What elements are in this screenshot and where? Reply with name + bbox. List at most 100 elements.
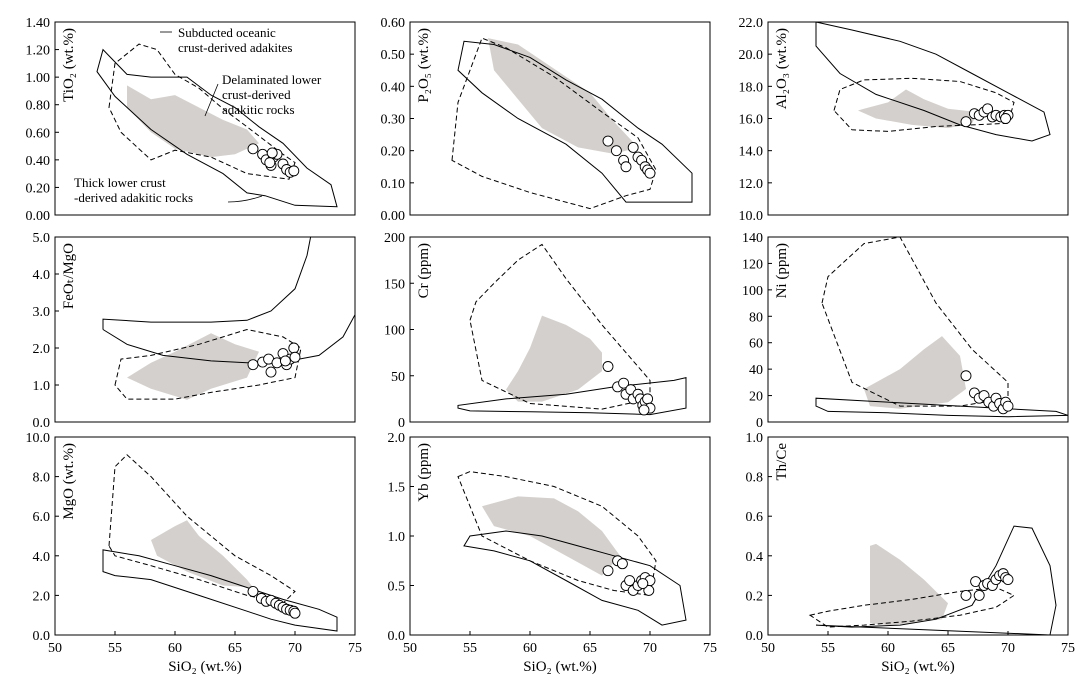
solid-field xyxy=(815,22,1051,142)
data-point xyxy=(1000,113,1012,124)
y-tick-label: 14.0 xyxy=(739,145,764,160)
plot-area xyxy=(96,43,338,208)
solid-field xyxy=(102,549,338,632)
data-point xyxy=(602,135,614,147)
data-point xyxy=(602,565,614,577)
data-point xyxy=(1002,574,1014,586)
y-tick-label: 0 xyxy=(756,416,763,431)
y-tick-label: 5.0 xyxy=(33,231,51,246)
annotation-delaminated: Delaminated lower xyxy=(222,72,322,87)
y-tick-label: 0.4 xyxy=(746,550,764,565)
panel-2: 0.00 0.10 0.20 0.30 0.40 0.50 0.60 P₂O₅ (wt.%) xyxy=(381,16,711,224)
leader-line xyxy=(204,83,219,117)
data-point xyxy=(620,161,632,173)
shaded-field xyxy=(482,496,620,576)
y-axis-label: TiO₂ (wt.%) xyxy=(61,28,77,102)
y-tick-label: 140 xyxy=(742,231,763,246)
plot-area xyxy=(815,22,1051,142)
shaded-field xyxy=(127,85,259,158)
y-tick-label: 0.0 xyxy=(33,416,51,431)
plot-area xyxy=(102,237,355,400)
y-tick-label: 10.0 xyxy=(26,431,51,446)
panel-7: 0.0 2.0 4.0 6.0 8.0 10.0 50 55 60 65 70 75 MgO (wt.%… xyxy=(26,431,363,675)
y-tick-label: 0.8 xyxy=(746,471,764,486)
data-point xyxy=(644,167,656,179)
y-tick-label: 1.00 xyxy=(26,71,51,86)
data-point xyxy=(279,355,291,367)
shaded-field xyxy=(506,315,602,402)
data-point xyxy=(618,377,630,389)
x-tick-label: 55 xyxy=(463,641,477,656)
y-tick-label: 1.40 xyxy=(26,16,51,31)
x-tick-label: 75 xyxy=(703,641,717,656)
shaded-field xyxy=(870,543,948,626)
y-tick-label: 22.0 xyxy=(739,16,764,31)
y-tick-label: 50 xyxy=(391,370,405,385)
x-tick-label: 65 xyxy=(228,641,242,656)
y-tick-label: 6.0 xyxy=(33,510,51,525)
data-point xyxy=(288,165,300,177)
plot-area xyxy=(451,37,693,210)
dashed-field xyxy=(808,586,1016,628)
x-tick-label: 55 xyxy=(821,641,835,656)
y-tick-label: 2.0 xyxy=(33,589,51,604)
data-point xyxy=(1002,400,1014,412)
x-axis-label: SiO₂ (wt.%) xyxy=(168,659,242,675)
y-tick-label: 2.0 xyxy=(33,342,51,357)
data-point xyxy=(264,157,276,169)
y-tick-label: 40 xyxy=(749,363,763,378)
annotation-subducted: crust-derived adakites xyxy=(178,40,292,55)
y-tick-label: 1.0 xyxy=(746,431,764,446)
y-tick-label: 100 xyxy=(742,284,763,299)
y-tick-label: 120 xyxy=(742,257,763,272)
y-tick-label: 20.0 xyxy=(739,48,764,63)
y-tick-label: 0.2 xyxy=(746,589,764,604)
y-axis-label: Th/Ce xyxy=(774,443,790,481)
data-point xyxy=(638,404,650,416)
panel-8: 0.0 0.5 1.0 1.5 2.0 50 55 60 65 70 75 Yb (ppm) SiO₂ … xyxy=(388,431,718,675)
plot-frame xyxy=(54,436,356,636)
y-tick-label: 0.50 xyxy=(381,48,406,63)
solid-field xyxy=(96,48,338,208)
x-tick-label: 60 xyxy=(881,641,895,656)
solid-field xyxy=(815,397,1068,418)
y-tick-label: 18.0 xyxy=(739,80,764,95)
data-point xyxy=(247,585,259,597)
y-tick-label: 0.0 xyxy=(388,629,406,644)
panel-1: 0.00 0.20 0.40 0.60 0.80 1.00 1.20 1.40 TiO₂ (wt… xyxy=(26,16,356,224)
y-tick-label: 0.60 xyxy=(26,126,51,141)
plot-area xyxy=(808,525,1057,635)
x-tick-label: 60 xyxy=(168,641,182,656)
solid-field xyxy=(463,530,687,626)
data-point xyxy=(266,147,278,159)
solid-field xyxy=(457,40,693,203)
data-point xyxy=(288,342,300,354)
solid-field-lower xyxy=(102,314,355,364)
data-point xyxy=(616,558,628,570)
shaded-field xyxy=(151,520,253,588)
panel-9: 0.0 0.2 0.4 0.6 0.8 1.0 50 55 60 65 70 75 Th/Ce SiO₂ … xyxy=(746,431,1076,675)
y-tick-label: 0.0 xyxy=(33,629,51,644)
y-axis-label: Ni (ppm) xyxy=(774,243,790,298)
leader-line xyxy=(227,195,263,203)
data-point xyxy=(289,607,301,619)
y-tick-label: 0.00 xyxy=(381,209,406,224)
y-tick-label: 2.0 xyxy=(388,431,406,446)
data-point xyxy=(642,393,654,405)
y-tick-label: 1.20 xyxy=(26,44,51,59)
dashed-field xyxy=(469,243,651,410)
x-axis-label: SiO₂ (wt.%) xyxy=(881,659,955,675)
y-tick-label: 0.20 xyxy=(381,145,406,160)
y-tick-label: 0.60 xyxy=(381,16,406,31)
y-tick-label: 1.5 xyxy=(388,481,406,496)
y-tick-label: 1.0 xyxy=(33,379,51,394)
plot-frame xyxy=(767,236,1069,423)
data-point xyxy=(247,143,259,155)
dashed-field xyxy=(451,37,657,210)
dashed-field xyxy=(108,454,296,604)
y-tick-label: 16.0 xyxy=(739,113,764,128)
y-axis-label: Cr (ppm) xyxy=(416,243,432,298)
x-tick-label: 50 xyxy=(761,641,775,656)
data-point xyxy=(627,141,639,153)
